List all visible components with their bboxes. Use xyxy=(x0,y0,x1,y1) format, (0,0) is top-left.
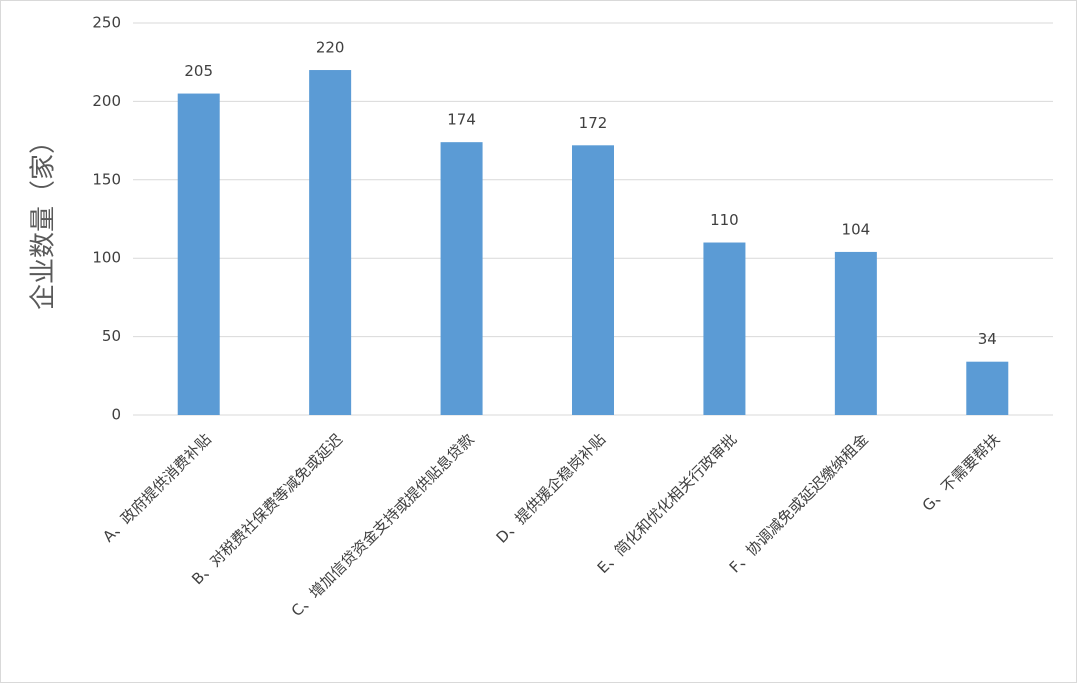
bar xyxy=(572,145,614,415)
bar xyxy=(966,361,1009,415)
data-label: 104 xyxy=(842,220,871,238)
data-label: 110 xyxy=(710,211,739,229)
bar xyxy=(440,142,483,415)
data-label: 205 xyxy=(184,62,213,80)
y-tick-label: 150 xyxy=(92,170,121,188)
y-tick-label: 250 xyxy=(92,14,121,32)
y-tick-label: 50 xyxy=(102,327,121,345)
bar xyxy=(309,70,352,415)
y-axis-label: 企业数量（家） xyxy=(29,128,59,310)
y-tick-label: 0 xyxy=(111,406,121,424)
y-tick-label: 100 xyxy=(92,249,121,267)
bar xyxy=(703,242,746,415)
data-label: 172 xyxy=(579,114,608,132)
data-label: 220 xyxy=(316,39,345,57)
y-tick-label: 200 xyxy=(92,92,121,110)
bar xyxy=(177,93,220,415)
bar xyxy=(834,251,877,415)
data-label: 174 xyxy=(447,111,476,129)
data-label: 34 xyxy=(978,330,997,348)
